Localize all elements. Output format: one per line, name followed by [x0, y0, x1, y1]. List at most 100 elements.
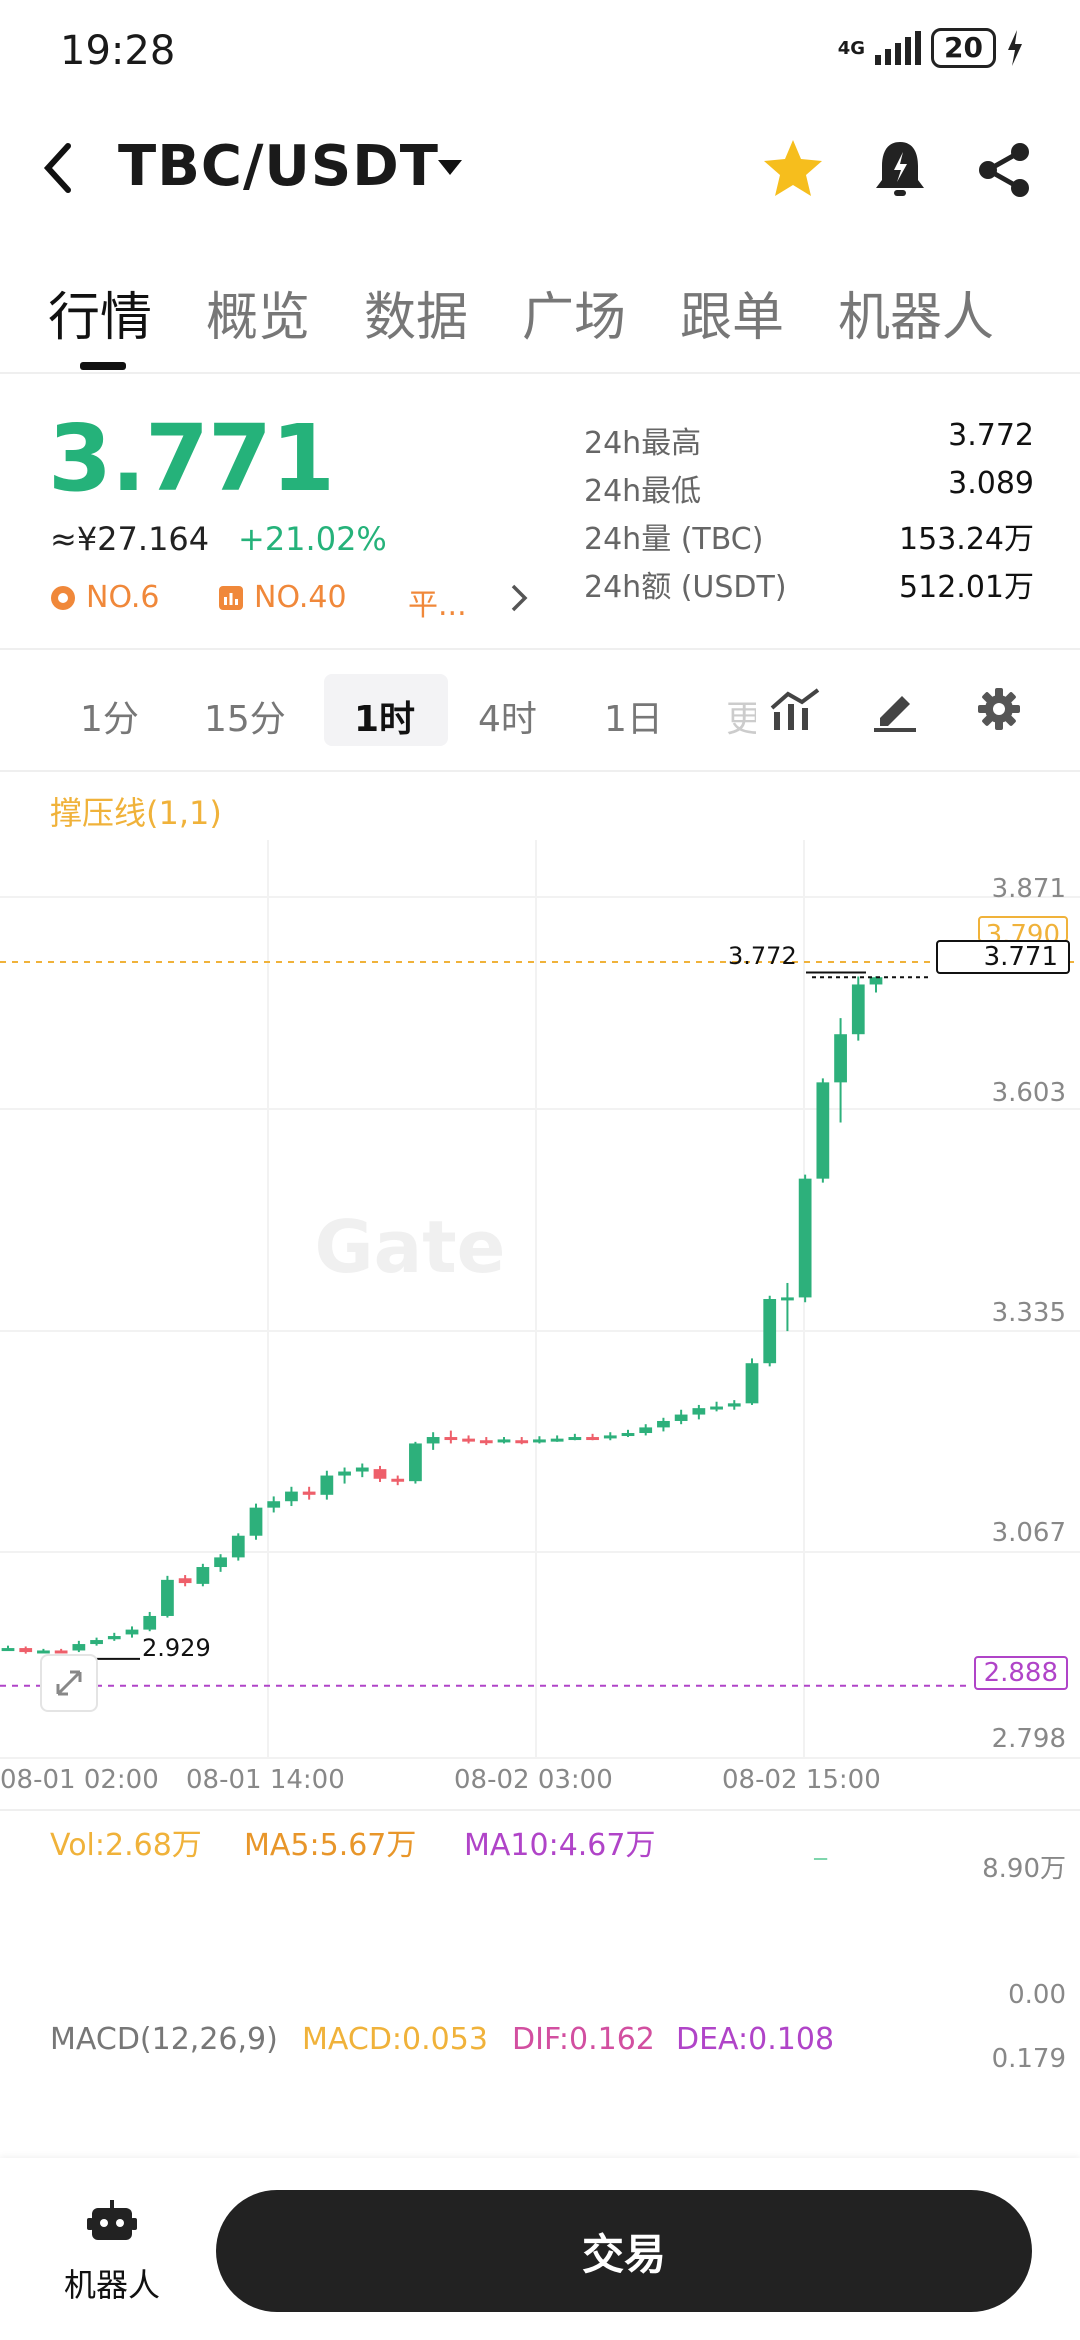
robot-button[interactable]: 机器人 [56, 2196, 168, 2306]
candle-body [391, 1478, 405, 1482]
candle-body [603, 1435, 617, 1439]
volume-bars-group [813, 1858, 828, 1860]
interval-more[interactable]: 更 [726, 699, 756, 740]
vol-axis-top: 8.90万 [982, 1854, 1066, 1884]
status-icons: 4G 20 [838, 28, 1024, 68]
candle-body [1, 1648, 15, 1652]
candle-body [763, 1299, 777, 1364]
candle-body [568, 1437, 582, 1441]
high-marker-label: 3.772 [728, 942, 797, 970]
candle-body [214, 1557, 227, 1568]
vol-axis-bottom: 0.00 [1008, 1980, 1066, 2010]
back-arrow-icon [43, 143, 71, 193]
candle-body [143, 1615, 157, 1630]
pair-selector[interactable]: TBC/USDT [118, 134, 439, 199]
tab-data[interactable]: 数据 [364, 288, 469, 348]
active-interval-bg [324, 674, 448, 746]
battery-icon: 20 [931, 28, 996, 68]
x-axis-label: 08-02 15:00 [722, 1765, 881, 1795]
candle-body [426, 1437, 440, 1444]
macd-value: MACD:0.053 [302, 2022, 488, 2057]
x-axis-label: 08-01 02:00 [0, 1765, 159, 1795]
candle-body [674, 1414, 688, 1421]
divider [0, 372, 1080, 374]
indicator-label: 撑压线(1,1) [50, 794, 222, 832]
rank-badge-2[interactable]: NO.40 [218, 580, 347, 615]
candle-body [338, 1471, 351, 1476]
ma10-legend: MA10:4.67万 [464, 1828, 656, 1863]
draw-tool-icon[interactable] [872, 688, 918, 736]
y-axis-label: 2.798 [991, 1724, 1066, 1754]
volume-bar [813, 1858, 828, 1860]
rank-chart-icon [219, 585, 243, 610]
candle-body [37, 1650, 50, 1654]
interval-15m[interactable]: 15分 [204, 699, 286, 740]
dea-value: DEA:0.108 [676, 2022, 835, 2057]
macd-axis-top: 0.179 [991, 2044, 1066, 2074]
candle-body [320, 1475, 334, 1495]
candle-body [161, 1579, 174, 1616]
interval-1d[interactable]: 1日 [604, 699, 663, 740]
chart-grid [0, 840, 1080, 1811]
back-button[interactable] [40, 140, 76, 200]
trade-label: 交易 [581, 2229, 666, 2279]
candle-body [196, 1567, 210, 1584]
candle-body [90, 1640, 103, 1645]
rank-1-label: NO.6 [86, 580, 160, 615]
trade-button[interactable]: 交易 [216, 2190, 1032, 2312]
low-marker-label: 2.929 [142, 1634, 211, 1662]
tab-copytrade[interactable]: 跟单 [680, 288, 785, 348]
candlestick-chart[interactable]: Gate [0, 840, 1080, 1860]
stat-label: 24h最低 [584, 474, 702, 509]
vol-legend: Vol:2.68万 [50, 1828, 202, 1863]
y-axis-label: 3.335 [991, 1298, 1066, 1328]
active-tab-indicator [80, 362, 126, 370]
tab-bot[interactable]: 机器人 [838, 288, 995, 348]
status-time: 19:28 [60, 28, 176, 74]
interval-1h[interactable]: 1时 [354, 699, 416, 740]
ma5-legend: MA5:5.67万 [244, 1828, 417, 1863]
candle-body [373, 1469, 387, 1479]
interval-4h[interactable]: 4时 [478, 699, 537, 740]
macd-title: MACD(12,26,9) [50, 2022, 278, 2057]
chart-settings-icon[interactable] [976, 686, 1022, 736]
divider [0, 648, 1080, 650]
candle-body [125, 1629, 139, 1635]
support-line-label: 2.888 [973, 1656, 1068, 1690]
dif-value: DIF:0.162 [512, 2022, 655, 2057]
candle-body [834, 1034, 847, 1083]
rank-badge-1[interactable]: NO.6 [50, 580, 159, 615]
candle-body [851, 984, 865, 1035]
candle-body [710, 1406, 723, 1410]
candle-body [107, 1636, 121, 1640]
candle-body [781, 1297, 794, 1301]
rank-badge-3[interactable]: 平... [408, 580, 467, 624]
resistance-line-label: 3.790 [977, 916, 1068, 942]
cny-price: ≈¥27.164 [50, 520, 210, 558]
stat-value: 512.01万 [899, 570, 1034, 605]
favorite-star-icon[interactable] [762, 138, 824, 202]
candle-body [816, 1082, 830, 1179]
candle-body [869, 977, 883, 985]
price-alert-icon[interactable] [872, 138, 928, 204]
tab-square[interactable]: 广场 [522, 288, 627, 348]
candle-body [444, 1437, 458, 1441]
chevron-right-icon[interactable] [508, 582, 530, 618]
interval-1m[interactable]: 1分 [80, 699, 139, 740]
candle-body [692, 1408, 706, 1415]
share-icon[interactable] [974, 140, 1034, 204]
candle-body [72, 1644, 86, 1651]
expand-chart-icon[interactable] [40, 1654, 98, 1712]
last-price: 3.771 [48, 405, 335, 512]
tab-overview[interactable]: 概览 [206, 288, 311, 348]
candle-body [515, 1440, 529, 1444]
price-change: +21.02% [238, 520, 387, 558]
indicator-icon[interactable] [770, 688, 820, 736]
candle-body [479, 1440, 493, 1444]
signal-icon [875, 31, 922, 65]
candle-body [54, 1650, 68, 1654]
tab-market[interactable]: 行情 [48, 288, 153, 348]
pair-dropdown-icon[interactable] [436, 158, 464, 182]
candle-body [550, 1438, 564, 1442]
stat-value: 153.24万 [899, 522, 1034, 557]
